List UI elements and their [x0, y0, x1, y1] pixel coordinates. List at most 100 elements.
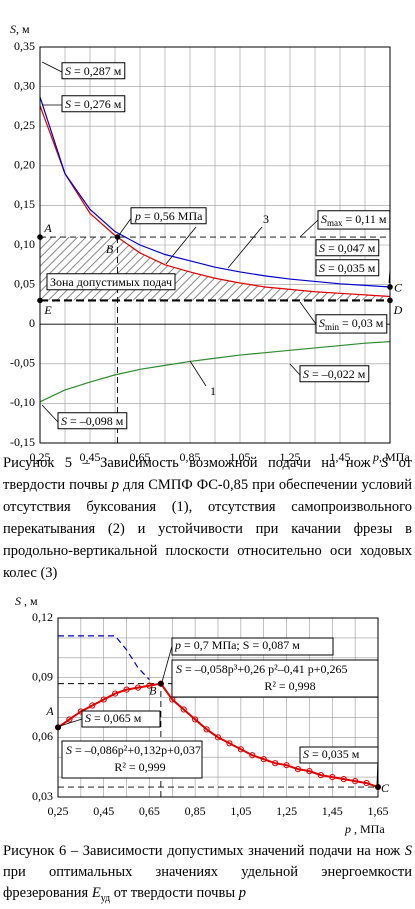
- point-label: E: [43, 303, 52, 317]
- key-point: [37, 297, 43, 304]
- annotation: p = 0,56 МПа: [134, 209, 203, 223]
- x-tick-label: 0,85: [185, 804, 206, 818]
- plot-frame: [57, 617, 379, 798]
- series-line: [57, 682, 379, 789]
- annotation: R² = 0,999: [114, 760, 165, 774]
- data-point: [294, 766, 302, 773]
- x-tick-label: 0,85: [180, 450, 201, 464]
- data-point: [112, 690, 119, 697]
- annotation-part: S: [321, 212, 327, 226]
- annotation-leader: [388, 268, 391, 284]
- x-tick-label: 1,65: [368, 804, 389, 818]
- data-point: [352, 777, 359, 785]
- annotation-box: [61, 740, 203, 779]
- point-label: A: [45, 704, 54, 718]
- annotation-leader: [41, 404, 59, 423]
- caption-text: уд: [100, 892, 111, 904]
- key-point: [375, 784, 381, 790]
- data-point: [100, 696, 107, 703]
- data-point: [214, 734, 222, 741]
- point-label: B: [149, 683, 157, 697]
- annotation: R² = 0,998: [264, 679, 315, 693]
- point-label: A: [43, 221, 52, 235]
- annotation-subscript: min: [325, 322, 340, 332]
- annotation: Smin = 0,03 м: [319, 316, 384, 332]
- series-line: [39, 341, 391, 403]
- key-point: [55, 724, 61, 731]
- annotation-box: [315, 314, 388, 334]
- series-line: [39, 105, 391, 298]
- annotation: S = –0,098 м: [61, 414, 124, 428]
- y-tick-label: 0,20: [14, 158, 35, 172]
- caption-text: E: [91, 885, 101, 901]
- key-point: [158, 680, 164, 687]
- annotation-box: [57, 412, 128, 430]
- key-point: [37, 234, 43, 240]
- annotation-leader: [299, 219, 319, 238]
- data-point: [363, 779, 370, 787]
- x-tick-label: 1,05: [230, 804, 251, 818]
- x-axis-label: p, МПа: [372, 450, 410, 464]
- data-point: [249, 752, 256, 759]
- series-leader: [189, 360, 207, 387]
- annotation-part: = 0,11 м: [343, 212, 387, 226]
- y-tick-label: 0,35: [14, 39, 35, 53]
- caption-text: от твердости почвы: [3, 455, 412, 493]
- x-tick-label: 0,65: [139, 804, 160, 818]
- annotation-box: [61, 95, 126, 113]
- data-point: [123, 686, 130, 693]
- y-axis-label: S , м: [15, 594, 38, 608]
- x-tick-label: 1,25: [280, 450, 301, 464]
- y-tick-label: 0,09: [32, 669, 53, 683]
- caption-text: S: [404, 843, 412, 859]
- annotation: S = –0,086p²+0,132p+0,037: [66, 743, 201, 757]
- y-tick-label: 0,30: [14, 78, 35, 92]
- y-tick-label: 0,03: [32, 789, 53, 803]
- data-point: [192, 716, 199, 723]
- annotation: S = 0,035 м: [303, 747, 360, 761]
- caption-text: S: [380, 455, 389, 471]
- annotation: S = 0,047 м: [319, 241, 376, 255]
- y-tick-label: 0,05: [14, 276, 35, 290]
- caption-text: Рисунок 5 – Зависимость возможной подачи…: [3, 455, 381, 471]
- y-tick-label: 0,06: [32, 729, 53, 743]
- annotation-leader: [299, 301, 317, 325]
- data-point: [146, 682, 153, 689]
- annotation-leader: [289, 363, 301, 376]
- annotation-box: [315, 259, 380, 277]
- data-point: [180, 706, 187, 713]
- y-tick-label: -0,10: [10, 395, 35, 409]
- annotation: S = 0,287 м: [65, 64, 122, 78]
- y-tick-label: -0,15: [10, 435, 35, 449]
- key-point: [387, 297, 393, 304]
- y-tick-label: 0,15: [14, 197, 35, 211]
- series-leader: [227, 226, 263, 269]
- annotation-box: [46, 273, 176, 291]
- annotation-part: S: [319, 316, 325, 330]
- x-tick-label: 1,05: [230, 450, 251, 464]
- annotation: Зона допустимых подач: [50, 275, 172, 289]
- data-point: [203, 726, 210, 733]
- caption-text: при оптимальных значениях удельной энерг…: [3, 864, 412, 901]
- series-label: 1: [210, 384, 216, 398]
- caption-text: от твердости почвы: [110, 885, 239, 901]
- caption-text: p: [238, 885, 246, 901]
- annotation: S = 0,065 м: [85, 711, 142, 725]
- chart: 123ABCDES = 0,287 мS = 0,276 мp = 0,56 М…: [10, 22, 410, 464]
- x-tick-label: 0,25: [48, 804, 69, 818]
- annotation: S = 0,035 м: [319, 261, 376, 275]
- point-label: C: [394, 281, 403, 295]
- key-point: [114, 234, 121, 240]
- annotation-box: [299, 365, 370, 383]
- caption-text: Рисунок 6 – Зависимости допустимых значе…: [3, 843, 405, 859]
- annotation-leader: [118, 216, 133, 236]
- annotation: Smax = 0,11 м: [321, 212, 387, 228]
- annotation-leader: [59, 718, 83, 727]
- data-point: [283, 762, 290, 769]
- y-tick-label: 0,12: [32, 610, 53, 624]
- x-tick-label: 1,45: [322, 804, 343, 818]
- data-point: [272, 760, 279, 767]
- data-point: [340, 776, 347, 783]
